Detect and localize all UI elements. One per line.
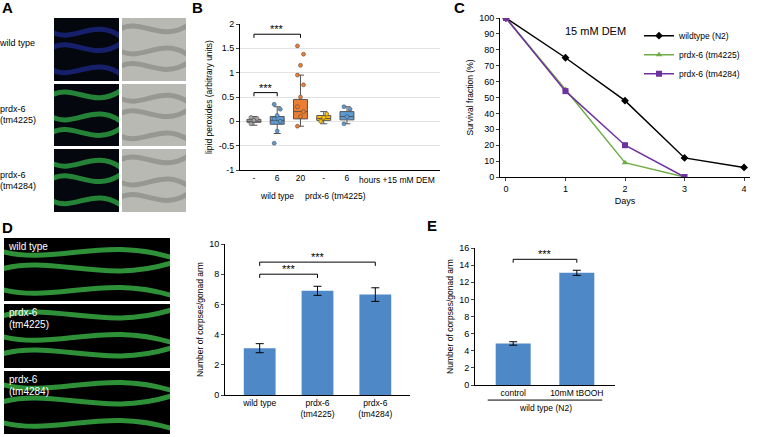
svg-text:prdx-6 (tm4284): prdx-6 (tm4284) bbox=[679, 69, 740, 79]
svg-text:***: *** bbox=[538, 248, 552, 260]
svg-text:-0.5: -0.5 bbox=[219, 141, 235, 151]
svg-text:***: *** bbox=[270, 23, 284, 35]
svg-text:-: - bbox=[322, 173, 325, 183]
html-text:A: A bbox=[2, 0, 13, 16]
svg-text:100: 100 bbox=[479, 13, 494, 23]
svg-text:***: *** bbox=[259, 82, 273, 94]
svg-text:prdx-6 (tm4225): prdx-6 (tm4225) bbox=[305, 191, 366, 201]
html-text:(tm4225): (tm4225) bbox=[0, 115, 36, 125]
svg-text:0: 0 bbox=[214, 390, 219, 400]
svg-text:40: 40 bbox=[484, 109, 494, 119]
svg-text:prdx-6 (tm4225): prdx-6 (tm4225) bbox=[679, 50, 740, 60]
html-text:wild type: wild type bbox=[9, 241, 48, 252]
svg-text:Number of corpses/gonad arm: Number of corpses/gonad arm bbox=[195, 262, 205, 377]
html-text:prdx-6: prdx-6 bbox=[9, 307, 38, 319]
html-text:(tm4284): (tm4284) bbox=[0, 180, 36, 191]
svg-text:16: 16 bbox=[459, 243, 469, 253]
svg-text:wild type: wild type bbox=[260, 191, 294, 201]
svg-text:4: 4 bbox=[464, 346, 469, 356]
svg-text:wild type: wild type bbox=[242, 398, 276, 408]
svg-text:0: 0 bbox=[229, 116, 234, 126]
svg-text:12: 12 bbox=[459, 277, 469, 287]
html-text:C: C bbox=[454, 0, 465, 16]
svg-text:80: 80 bbox=[484, 45, 494, 55]
svg-text:20: 20 bbox=[484, 140, 494, 150]
html-text:prdx-6: prdx-6 bbox=[9, 373, 38, 385]
svg-text:90: 90 bbox=[484, 29, 494, 39]
svg-text:8: 8 bbox=[464, 312, 469, 322]
svg-text:0.5: 0.5 bbox=[222, 92, 235, 102]
svg-text:8: 8 bbox=[214, 269, 219, 279]
svg-text:Number of corpses/gonad arm: Number of corpses/gonad arm bbox=[445, 259, 455, 374]
svg-text:0: 0 bbox=[503, 184, 508, 194]
svg-text:15 mM DEM: 15 mM DEM bbox=[565, 25, 626, 37]
html-text:(tm4284): (tm4284) bbox=[9, 385, 49, 397]
svg-text:prdx-6(tm4284): prdx-6(tm4284) bbox=[358, 398, 392, 419]
svg-text:6: 6 bbox=[214, 300, 219, 310]
svg-text:10: 10 bbox=[484, 156, 494, 166]
svg-text:2: 2 bbox=[214, 360, 219, 370]
html-text:prdx-6: prdx-6 bbox=[0, 104, 26, 114]
svg-text:4: 4 bbox=[742, 184, 747, 194]
svg-text:prdx-6(tm4225): prdx-6(tm4225) bbox=[300, 398, 334, 419]
svg-text:1: 1 bbox=[563, 184, 568, 194]
html-text:(tm4225): (tm4225) bbox=[9, 319, 49, 331]
svg-text:Survival fraction (%): Survival fraction (%) bbox=[465, 59, 475, 135]
svg-text:-: - bbox=[253, 173, 256, 183]
svg-text:10: 10 bbox=[209, 239, 219, 249]
svg-text:14: 14 bbox=[459, 260, 469, 270]
svg-text:0: 0 bbox=[464, 380, 469, 390]
svg-text:wildtype (N2): wildtype (N2) bbox=[678, 31, 729, 41]
svg-text:70: 70 bbox=[484, 61, 494, 71]
html-text:wild type: wild type bbox=[0, 38, 35, 49]
svg-text:1: 1 bbox=[229, 68, 234, 78]
svg-text:30: 30 bbox=[484, 124, 494, 134]
svg-text:6: 6 bbox=[275, 173, 280, 183]
svg-text:2: 2 bbox=[229, 19, 234, 29]
svg-text:lipid peroxides (arbitrary uni: lipid peroxides (arbitrary units) bbox=[204, 40, 214, 154]
svg-text:hours +15 mM DEM: hours +15 mM DEM bbox=[359, 175, 435, 185]
svg-text:1.5: 1.5 bbox=[222, 43, 235, 53]
svg-text:60: 60 bbox=[484, 77, 494, 87]
svg-text:2: 2 bbox=[464, 363, 469, 373]
html-text:D: D bbox=[2, 219, 13, 236]
svg-text:20: 20 bbox=[296, 173, 306, 183]
svg-text:0: 0 bbox=[489, 172, 494, 182]
svg-text:***: *** bbox=[282, 263, 296, 275]
svg-text:***: *** bbox=[311, 251, 325, 263]
svg-text:50: 50 bbox=[484, 93, 494, 103]
svg-text:-1: -1 bbox=[226, 165, 234, 175]
svg-text:10mM tBOOH: 10mM tBOOH bbox=[550, 388, 603, 398]
html-text:B: B bbox=[192, 0, 203, 16]
svg-text:4: 4 bbox=[214, 330, 219, 340]
svg-text:3: 3 bbox=[682, 184, 687, 194]
svg-text:control: control bbox=[500, 388, 526, 398]
svg-text:6: 6 bbox=[345, 173, 350, 183]
svg-text:10: 10 bbox=[459, 295, 469, 305]
svg-text:6: 6 bbox=[464, 329, 469, 339]
svg-text:wild type (N2): wild type (N2) bbox=[519, 403, 572, 413]
svg-text:Days: Days bbox=[615, 196, 636, 206]
html-text:prdx-6: prdx-6 bbox=[0, 169, 26, 180]
svg-text:2: 2 bbox=[622, 184, 627, 194]
html-text:E: E bbox=[427, 217, 437, 234]
